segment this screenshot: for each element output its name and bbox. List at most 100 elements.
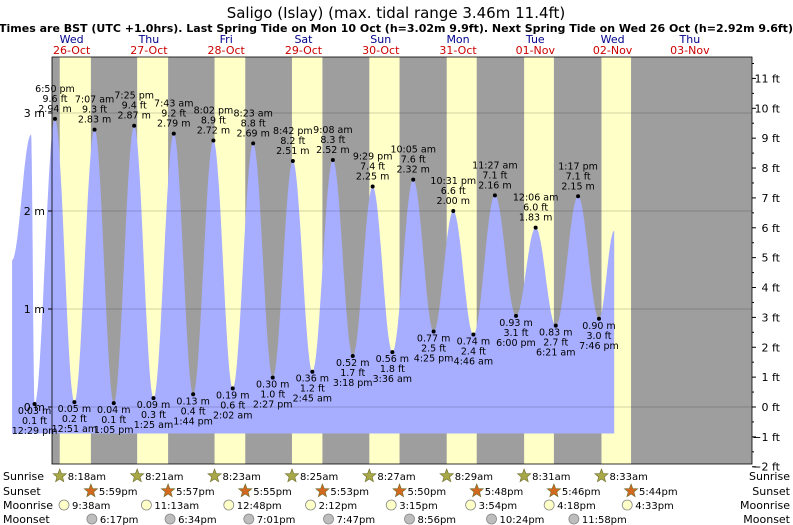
- moonrise-time: 4:18pm: [557, 501, 596, 512]
- sunrise-icon: [516, 468, 532, 483]
- tide-curve-layer: [12, 118, 615, 434]
- moonrise-event: 4:33pm: [621, 499, 674, 512]
- y-tick-label-ft: 2 ft: [762, 341, 781, 354]
- tide-label: 0.4 ft: [181, 406, 206, 417]
- day-name: Fri: [220, 33, 233, 46]
- y-tick-label-ft: 8 ft: [762, 162, 781, 175]
- moonset-event: 7:47pm: [323, 513, 375, 525]
- moonset-time: 6:34pm: [178, 515, 217, 525]
- tide-point: [514, 313, 518, 318]
- gridlines: [52, 112, 752, 408]
- moonset-row-label-right: Moonset: [743, 513, 790, 525]
- y-tick-label-ft: −2 ft: [752, 461, 780, 474]
- sunrise-event: 8:23am: [207, 468, 261, 483]
- tide-point: [596, 316, 601, 321]
- moonset-time: 7:01pm: [257, 515, 296, 525]
- moonrise-event: 4:18pm: [543, 499, 596, 512]
- tide-point: [251, 141, 256, 146]
- sunset-icon: [314, 483, 330, 498]
- day-date: 01-Nov: [516, 44, 556, 57]
- moonrise-icon: [621, 499, 633, 511]
- moonset-event: 7:01pm: [243, 513, 296, 525]
- low-tide-marker: 0.13 m0.4 ft1:44 pm: [173, 392, 213, 427]
- tide-point: [230, 386, 235, 391]
- y-tick-label-ft: 4 ft: [762, 282, 781, 295]
- y-tick-label-ft: −1 ft: [752, 431, 780, 444]
- day-date: 03-Nov: [670, 44, 710, 57]
- day-header: Wed26-OctThu27-OctFri28-OctSat29-OctSun3…: [53, 33, 710, 57]
- day-name: Tue: [525, 33, 545, 46]
- tide-label: 10:31 pm: [430, 176, 476, 187]
- tide-label: 9.2 ft: [161, 109, 186, 120]
- tide-label: 0.74 m: [457, 336, 490, 347]
- moonset-icon: [404, 513, 415, 525]
- day-name: Wed: [60, 33, 84, 46]
- y-tick-label-m: 1 m: [24, 303, 45, 316]
- low-tide-marker: 0.30 m1.0 ft2:27 pm: [253, 375, 293, 411]
- day-date: 31-Oct: [439, 44, 477, 57]
- y-tick-label-m: 0 m: [24, 401, 45, 414]
- sunset-event: 5:48pm: [469, 483, 523, 498]
- sunrise-icon: [52, 468, 68, 483]
- sunset-row-label-left: Sunset: [3, 485, 41, 498]
- sunset-time: 5:55pm: [253, 487, 292, 498]
- tide-label: 0.04 m: [97, 405, 130, 416]
- high-tide-marker: 12:06 am6.0 ft1.83 m: [513, 193, 558, 230]
- tide-label: 0.09 m: [137, 400, 170, 411]
- day-name: Mon: [446, 33, 469, 46]
- tide-point: [431, 329, 436, 334]
- high-tide-marker: 7:43 am9.2 ft2.79 m: [154, 99, 193, 136]
- tide-label: 0.56 m: [376, 354, 409, 365]
- moonset-icon: [86, 513, 98, 525]
- tide-label: 0.1 ft: [101, 415, 126, 426]
- sunset-time: 5:57pm: [176, 487, 215, 498]
- low-tide-marker: 0.77 m2.5 ft4:25 pm: [414, 329, 453, 365]
- sunrise-event: 8:25am: [284, 468, 338, 483]
- day-date: 29-Oct: [285, 44, 323, 57]
- high-tide-marker: 7:25 pm9.4 ft2.87 m: [114, 91, 154, 128]
- tide-point: [492, 193, 497, 198]
- y-tick-label-ft: 3 ft: [762, 311, 781, 324]
- tide-label: 9.4 ft: [122, 101, 147, 112]
- tide-label: 9:29 pm: [353, 152, 393, 163]
- tide-label: 2:02 am: [213, 410, 252, 421]
- sun-moon-rows: Sunrise Sunrise 8:18am 8:21am 8:23am 8:25am 8:…: [3, 468, 791, 525]
- tide-label: 7:25 pm: [114, 91, 154, 102]
- tide-label: 3:36 am: [373, 374, 412, 385]
- high-tide-marker: 10:05 am7.6 ft2.32 m: [390, 145, 436, 182]
- sunset-time: 5:53pm: [330, 487, 369, 498]
- day-date: 28-Oct: [208, 44, 246, 57]
- high-tide-marker: 8:02 pm8.9 ft2.72 m: [194, 105, 233, 143]
- moonset-event: 10:24pm: [486, 513, 544, 525]
- sunrise-icon: [284, 468, 300, 483]
- tide-label: 2.16 m: [478, 180, 511, 191]
- chart-title: Saligo (Islay) (max. tidal range 3.46m 1…: [227, 4, 566, 22]
- moonrise-time: 3:54pm: [479, 501, 518, 512]
- tide-label: 8.3 ft: [320, 135, 345, 146]
- sunset-row-label-right: Sunset: [752, 485, 790, 498]
- tide-label: 2.25 m: [356, 172, 389, 183]
- high-tide-marker: 7:07 am9.3 ft2.83 m: [75, 95, 114, 132]
- day-date: 30-Oct: [362, 44, 400, 57]
- y-tick-label-m: 3 m: [24, 107, 45, 120]
- tide-point: [32, 402, 37, 407]
- moonrise-time: 9:38am: [72, 501, 110, 512]
- tide-label: 2.52 m: [316, 145, 349, 156]
- high-tide-marker: 8:23 am8.8 ft2.69 m: [233, 108, 273, 146]
- tide-label: 1.0 ft: [260, 390, 285, 401]
- sunset-time: 5:44pm: [639, 487, 678, 498]
- moonrise-time: 12:48pm: [237, 501, 282, 512]
- tide-label: 0.3 ft: [141, 410, 166, 421]
- y-tick-label-ft: 11 ft: [755, 72, 781, 85]
- moonrise-icon: [385, 499, 397, 511]
- moonset-row-label-left: Moonset: [3, 513, 50, 525]
- moonrise-row-label-left: Moonrise: [3, 499, 53, 512]
- y-tick-label-ft: 10 ft: [755, 102, 781, 115]
- sunrise-event: 8:31am: [516, 468, 570, 483]
- tide-label: 11:27 am: [472, 160, 517, 171]
- tide-label: 7:07 am: [75, 95, 114, 106]
- low-tide-marker: 0.09 m0.3 ft1:25 am: [134, 396, 173, 431]
- low-tide-marker: 0.52 m1.7 ft3:18 pm: [333, 354, 373, 389]
